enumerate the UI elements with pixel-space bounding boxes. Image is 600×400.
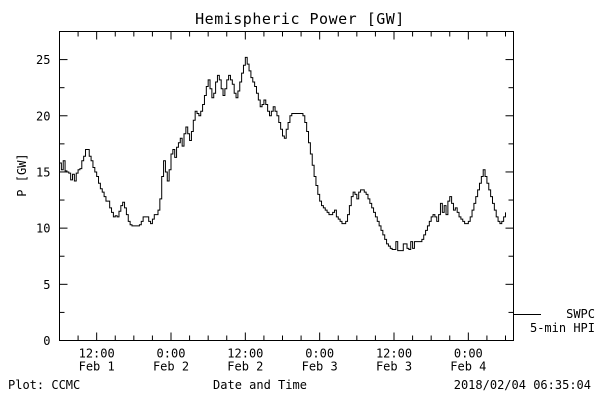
x-tick-label-time: 0:00	[305, 347, 334, 361]
page-title: Hemispheric Power [GW]	[195, 10, 405, 28]
data-series-line	[59, 56, 506, 252]
y-tick-label: 0	[43, 334, 50, 348]
x-tick-label-time: 12:00	[227, 347, 263, 361]
x-axis-title: Date and Time	[213, 378, 307, 392]
y-tick-label: 25	[36, 53, 50, 67]
y-tick-label: 15	[36, 165, 50, 179]
y-tick-label: 20	[36, 109, 50, 123]
legend-label-line1: SWPC	[566, 307, 595, 321]
x-tick-label-date: Feb 2	[153, 360, 189, 374]
legend-line-sample	[514, 314, 541, 315]
x-tick-label-time: 12:00	[79, 347, 115, 361]
plot-frame	[59, 31, 514, 341]
x-tick-label-date: Feb 3	[376, 360, 412, 374]
x-tick-label-time: 0:00	[454, 347, 483, 361]
x-tick-label-date: Feb 1	[79, 360, 115, 374]
legend-label-line2: 5-min HPI	[529, 321, 595, 335]
data-series-layer	[59, 56, 506, 252]
plot-timestamp: 2018/02/04 06:35:04	[453, 378, 591, 392]
x-tick-label-time: 12:00	[376, 347, 412, 361]
y-tick-label: 10	[36, 222, 50, 236]
x-tick-label-date: Feb 2	[227, 360, 263, 374]
x-tick-label-date: Feb 3	[302, 360, 338, 374]
legend: SWPC 5-min HPI	[519, 307, 595, 335]
plot-credit: Plot: CCMC	[8, 378, 81, 392]
x-tick-label-time: 0:00	[157, 347, 186, 361]
y-tick-label: 5	[43, 278, 50, 292]
x-tick-label-date: Feb 4	[450, 360, 486, 374]
